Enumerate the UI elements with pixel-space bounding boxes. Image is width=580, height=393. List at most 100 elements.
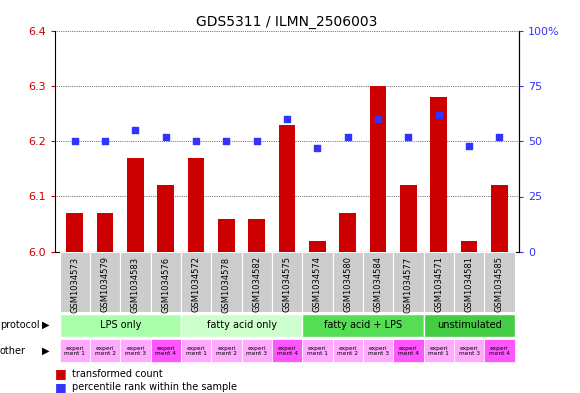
Point: [343, 134, 353, 140]
Bar: [339, 213, 356, 252]
Text: GSM1034580: GSM1034580: [343, 256, 352, 312]
Bar: [151, 339, 181, 362]
Text: experi
ment 2: experi ment 2: [216, 345, 237, 356]
Bar: [302, 339, 332, 362]
Bar: [363, 252, 393, 312]
Bar: [484, 252, 514, 312]
Text: GSM1034573: GSM1034573: [70, 256, 79, 312]
Bar: [97, 213, 114, 252]
Text: transformed count: transformed count: [72, 369, 163, 379]
Text: experi
ment 3: experi ment 3: [459, 345, 480, 356]
Text: LPS only: LPS only: [100, 320, 141, 330]
Text: GSM1034575: GSM1034575: [282, 256, 292, 312]
Point: [70, 138, 79, 145]
Bar: [423, 339, 454, 362]
Bar: [120, 339, 151, 362]
Bar: [454, 339, 484, 362]
Bar: [272, 252, 302, 312]
Text: experi
ment 1: experi ment 1: [64, 345, 85, 356]
Text: percentile rank within the sample: percentile rank within the sample: [72, 382, 237, 392]
Text: fatty acid + LPS: fatty acid + LPS: [324, 320, 402, 330]
Point: [434, 112, 443, 118]
Bar: [188, 158, 205, 252]
Text: unstimulated: unstimulated: [437, 320, 502, 330]
Text: ■: ■: [55, 367, 67, 380]
Bar: [272, 339, 302, 362]
Text: ▶: ▶: [42, 346, 49, 356]
Point: [404, 134, 413, 140]
Bar: [484, 339, 514, 362]
Bar: [120, 252, 151, 312]
Point: [374, 116, 383, 123]
Bar: [309, 241, 326, 252]
Point: [222, 138, 231, 145]
Text: GSM1034571: GSM1034571: [434, 256, 443, 312]
Bar: [430, 97, 447, 252]
Bar: [393, 252, 423, 312]
Title: GDS5311 / ILMN_2506003: GDS5311 / ILMN_2506003: [197, 15, 378, 29]
Bar: [393, 339, 423, 362]
Point: [191, 138, 201, 145]
Text: GSM1034581: GSM1034581: [465, 256, 473, 312]
Text: experi
ment 1: experi ment 1: [307, 345, 328, 356]
Bar: [423, 252, 454, 312]
Text: experi
ment 4: experi ment 4: [398, 345, 419, 356]
Text: GSM1034579: GSM1034579: [101, 256, 110, 312]
Text: protocol: protocol: [0, 320, 39, 330]
Text: experi
ment 1: experi ment 1: [428, 345, 449, 356]
Point: [495, 134, 504, 140]
Bar: [454, 252, 484, 312]
Bar: [423, 314, 514, 337]
Text: GSM1034572: GSM1034572: [191, 256, 201, 312]
Bar: [369, 86, 386, 252]
Bar: [218, 219, 235, 252]
Bar: [157, 185, 174, 252]
Bar: [90, 252, 120, 312]
Text: experi
ment 3: experi ment 3: [368, 345, 389, 356]
Point: [161, 134, 171, 140]
Bar: [67, 213, 83, 252]
Bar: [491, 185, 508, 252]
Point: [131, 127, 140, 134]
Bar: [151, 252, 181, 312]
Bar: [60, 339, 90, 362]
Text: experi
ment 3: experi ment 3: [125, 345, 146, 356]
Bar: [242, 252, 272, 312]
Text: experi
ment 2: experi ment 2: [95, 345, 115, 356]
Bar: [400, 185, 417, 252]
Point: [100, 138, 110, 145]
Text: GSM1034582: GSM1034582: [252, 256, 261, 312]
Text: GSM1034583: GSM1034583: [131, 256, 140, 312]
Text: experi
ment 1: experi ment 1: [186, 345, 206, 356]
Bar: [60, 252, 90, 312]
Bar: [211, 252, 242, 312]
Text: GSM1034576: GSM1034576: [161, 256, 171, 312]
Text: GSM1034578: GSM1034578: [222, 256, 231, 312]
Point: [465, 143, 474, 149]
Text: GSM1034577: GSM1034577: [404, 256, 413, 312]
Text: experi
ment 3: experi ment 3: [246, 345, 267, 356]
Bar: [127, 158, 144, 252]
Bar: [363, 339, 393, 362]
Text: experi
ment 4: experi ment 4: [489, 345, 510, 356]
Bar: [60, 314, 181, 337]
Text: experi
ment 2: experi ment 2: [337, 345, 358, 356]
Text: GSM1034584: GSM1034584: [374, 256, 383, 312]
Bar: [181, 314, 302, 337]
Bar: [211, 339, 242, 362]
Text: other: other: [0, 346, 26, 356]
Bar: [461, 241, 477, 252]
Bar: [279, 125, 295, 252]
Bar: [302, 314, 423, 337]
Bar: [181, 339, 211, 362]
Point: [313, 145, 322, 151]
Text: experi
ment 4: experi ment 4: [155, 345, 176, 356]
Text: GSM1034574: GSM1034574: [313, 256, 322, 312]
Text: ■: ■: [55, 380, 67, 393]
Bar: [332, 252, 363, 312]
Bar: [242, 339, 272, 362]
Point: [252, 138, 262, 145]
Bar: [332, 339, 363, 362]
Bar: [302, 252, 332, 312]
Bar: [90, 339, 120, 362]
